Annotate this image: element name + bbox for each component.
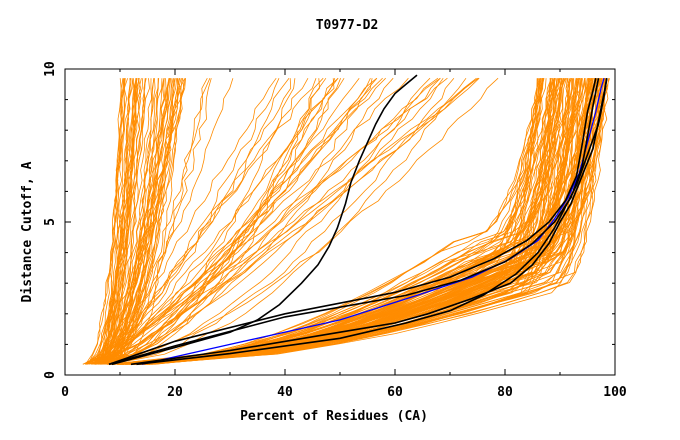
x-tick-label: 0	[61, 385, 69, 400]
background-curve-92	[96, 78, 373, 365]
y-axis-label: Distance Cutoff, A	[20, 161, 35, 302]
background-curve-91	[116, 77, 339, 365]
background-curve-218	[136, 78, 555, 365]
y-tick-label: 0	[43, 371, 58, 379]
y-tick-label: 10	[43, 61, 58, 77]
background-curve-60	[102, 78, 135, 365]
background-curve-73	[101, 78, 296, 365]
background-curve-199	[109, 78, 563, 365]
chart-title: T0977-D2	[316, 18, 379, 33]
background-curve-129	[119, 78, 538, 365]
highlight-curve-3	[108, 78, 600, 366]
background-curve-80	[92, 78, 234, 365]
background-curve-69	[100, 77, 431, 365]
background-curve-235	[122, 78, 545, 365]
background-curve-229	[138, 78, 558, 365]
y-axis-ticks: 0 5 10	[43, 61, 615, 379]
background-curve-103	[97, 78, 317, 365]
background-curve-205	[141, 78, 552, 365]
background-curve-22	[95, 78, 128, 365]
background-curve-99	[95, 77, 394, 365]
x-tick-label: 100	[603, 385, 627, 400]
background-curve-204	[148, 78, 590, 365]
background-curve-56	[105, 78, 132, 365]
highlight-curve-2	[108, 78, 597, 366]
background-curve-191	[140, 78, 541, 365]
background-curve-100	[111, 77, 327, 365]
background-curve-50	[97, 78, 159, 365]
highlight-curves	[108, 74, 608, 366]
background-curve-41	[99, 78, 122, 365]
background-curve-102	[100, 78, 292, 365]
background-curve-71	[94, 78, 186, 365]
x-axis-label: Percent of Residues (CA)	[240, 409, 428, 424]
background-curve-58	[94, 78, 176, 365]
background-curve-101	[94, 77, 378, 365]
background-curve-25	[85, 78, 126, 365]
background-curve-212	[119, 78, 607, 365]
background-curve-76	[93, 77, 480, 365]
background-curve-14	[95, 78, 153, 365]
background-curve-48	[84, 78, 146, 365]
background-curve-96	[114, 77, 479, 365]
x-axis-ticks: 0 20 40 60 80 100	[61, 69, 627, 400]
background-curve-203	[138, 78, 544, 365]
highlight-curve-5	[136, 78, 608, 366]
background-curve-84	[108, 78, 212, 365]
background-curve-40	[97, 78, 132, 365]
background-curve-170	[146, 78, 578, 365]
background-curve-64	[103, 78, 341, 365]
background-curve-211	[127, 78, 551, 365]
background-curve-183	[135, 78, 567, 365]
background-curve-223	[133, 78, 541, 365]
background-curve-98	[86, 77, 345, 365]
background-curve-62	[102, 77, 439, 365]
background-curve-93	[111, 77, 455, 365]
background-curve-51	[87, 78, 125, 365]
highlight-curve-4	[130, 78, 608, 366]
background-curve-57	[86, 78, 140, 365]
background-curve-230	[109, 78, 542, 365]
background-curve-95	[85, 77, 386, 365]
background-curve-63	[110, 77, 467, 365]
background-curve-210	[148, 78, 555, 365]
x-tick-label: 80	[497, 385, 513, 400]
x-tick-label: 60	[387, 385, 403, 400]
background-curve-52	[107, 78, 155, 365]
background-curve-104	[112, 78, 208, 365]
x-tick-label: 40	[277, 385, 293, 400]
background-curve-197	[129, 78, 544, 365]
background-curve-94	[101, 78, 280, 365]
background-curve-121	[120, 78, 610, 365]
background-curve-81	[86, 78, 181, 365]
background-curve-105	[105, 78, 211, 365]
background-curves	[82, 77, 610, 365]
y-tick-label: 5	[43, 218, 58, 226]
background-curve-226	[112, 78, 606, 365]
background-curve-201	[135, 78, 562, 365]
background-curve-186	[122, 78, 577, 365]
background-curve-187	[131, 78, 540, 365]
background-curve-67	[105, 77, 378, 365]
background-curve-83	[100, 77, 277, 365]
background-curve-97	[96, 77, 444, 365]
background-curve-75	[103, 78, 185, 365]
background-curve-27	[104, 78, 126, 365]
x-tick-label: 20	[167, 385, 183, 400]
background-curve-61	[104, 78, 371, 365]
background-curve-219	[142, 78, 592, 365]
background-curve-168	[140, 78, 573, 365]
background-curve-35	[98, 78, 133, 365]
background-curve-89	[91, 77, 441, 365]
background-curve-6	[94, 78, 146, 365]
